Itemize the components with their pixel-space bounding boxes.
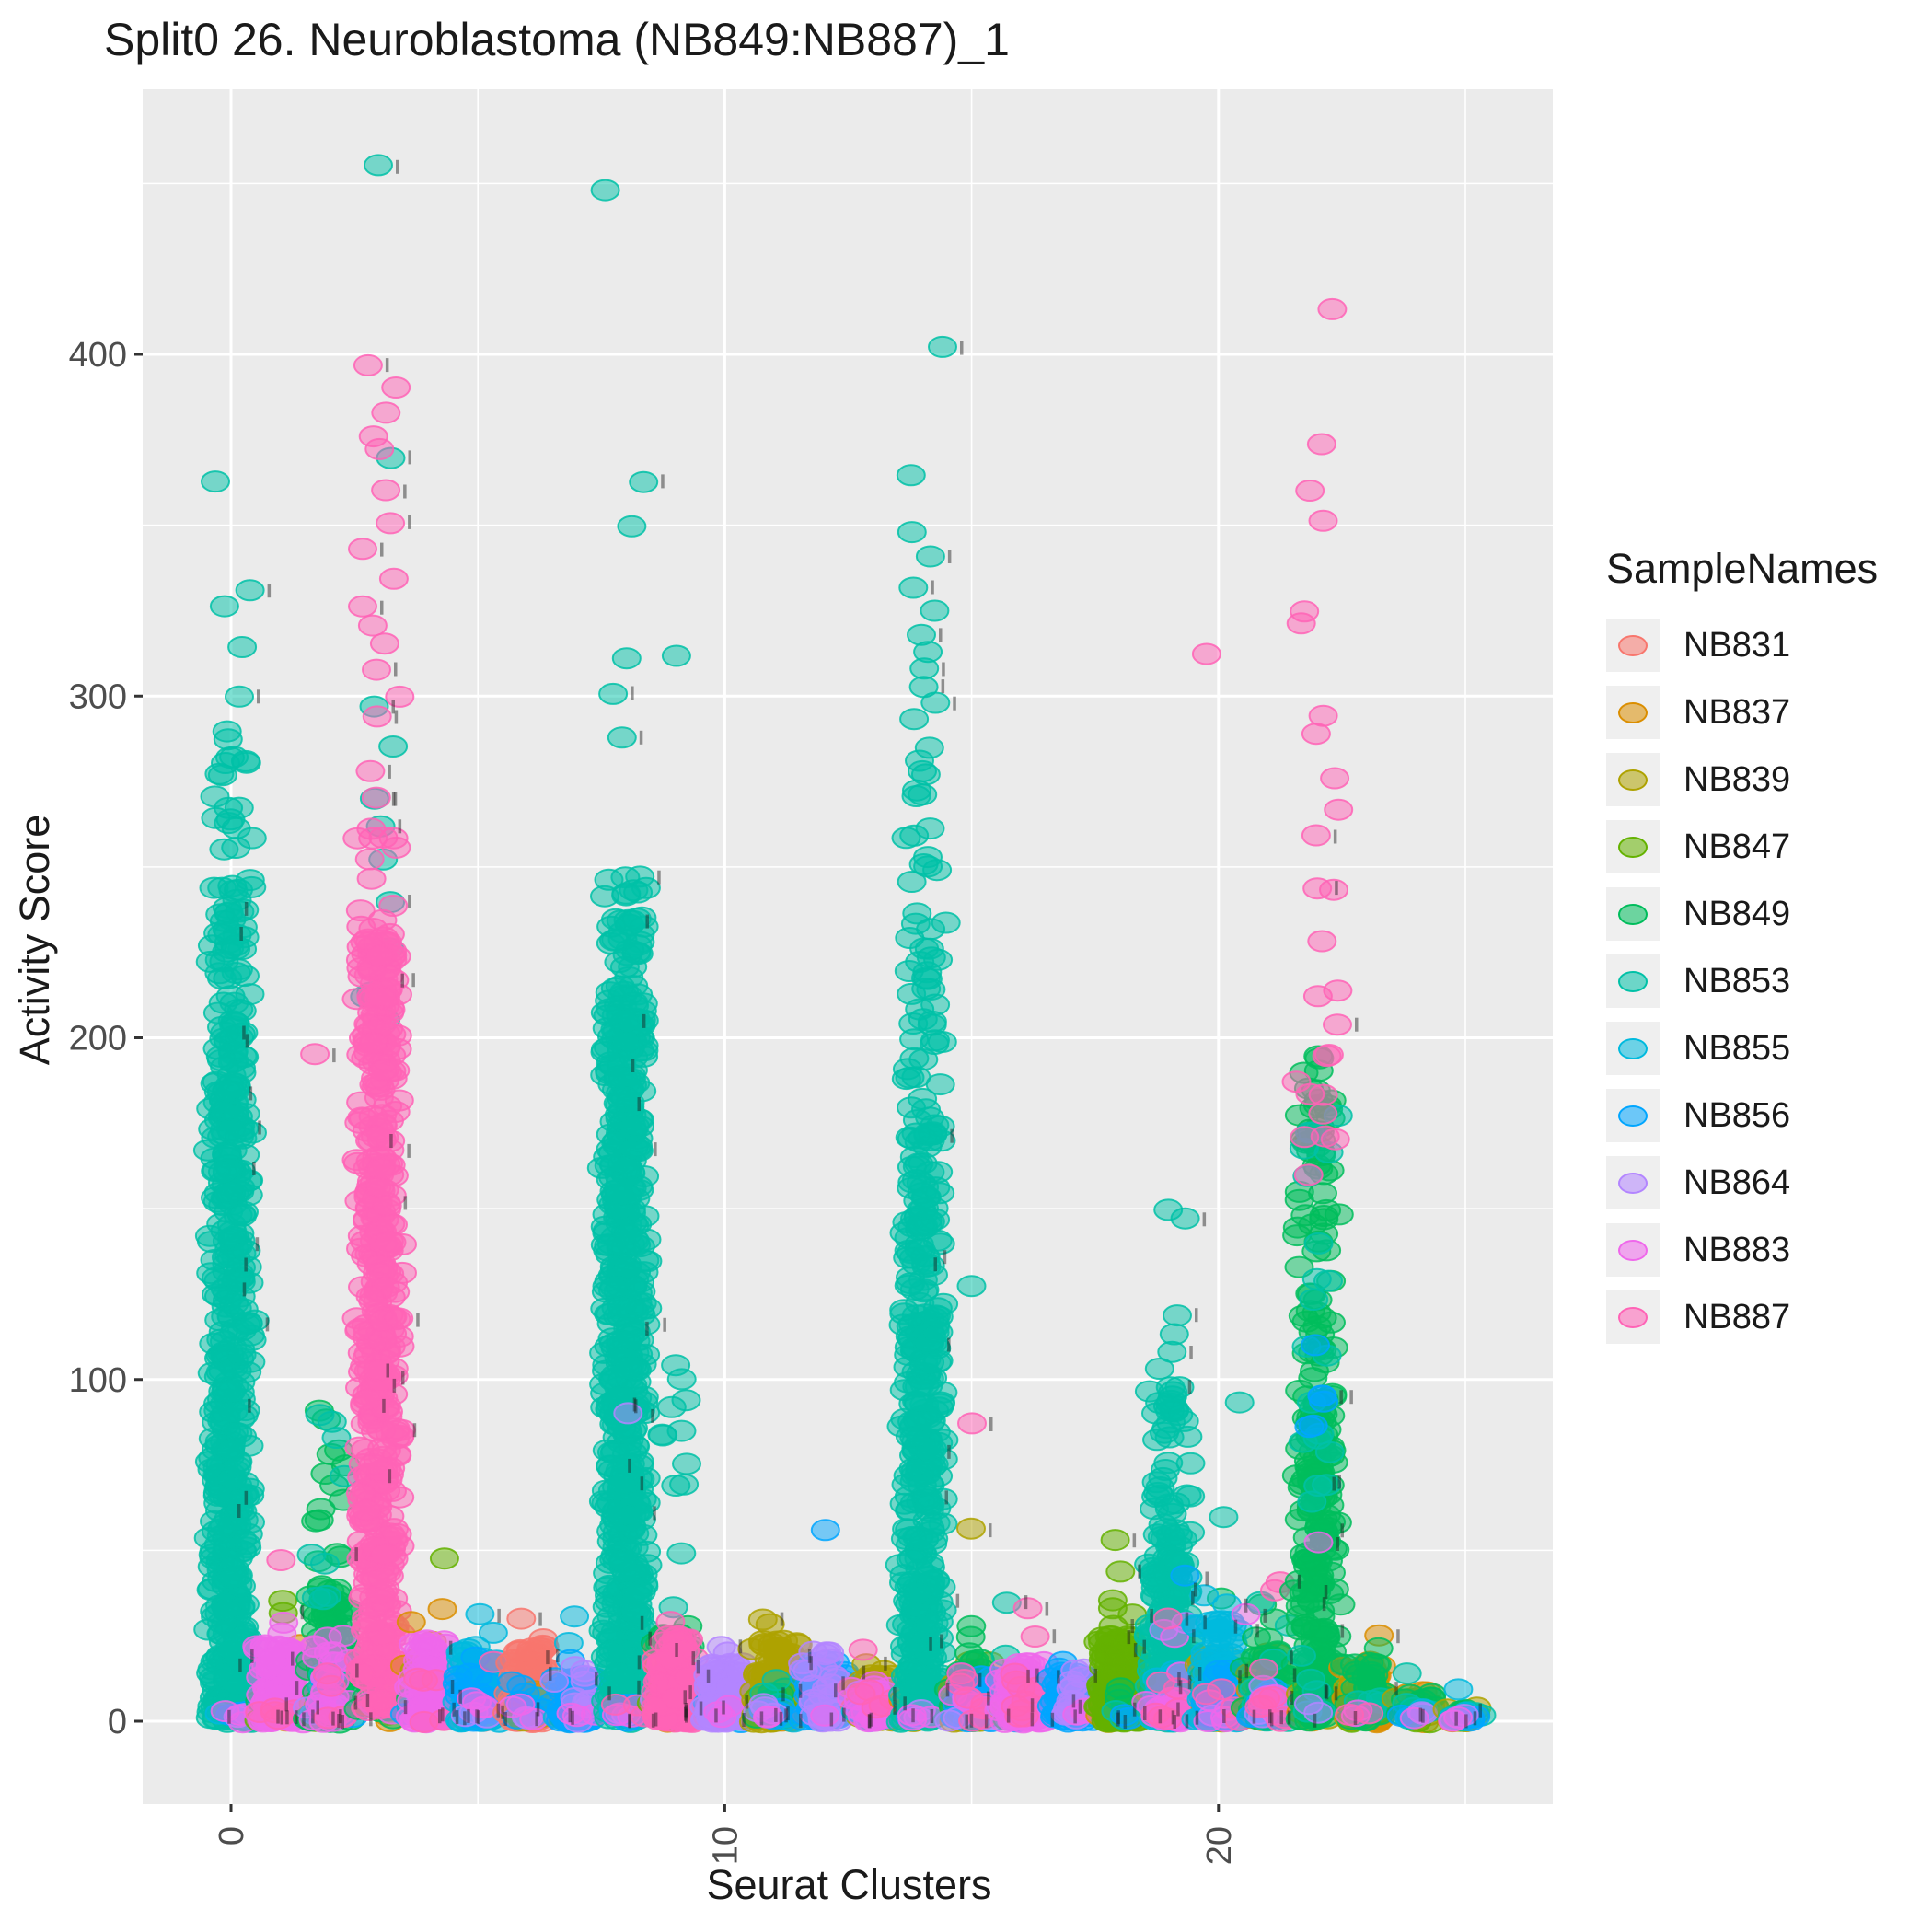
- legend-point-icon: [1618, 769, 1648, 791]
- legend-item-NB831: NB831: [1606, 619, 1878, 672]
- legend-key-swatch: [1606, 954, 1660, 1008]
- legend-point-icon: [1618, 1306, 1648, 1328]
- legend-point-icon: [1618, 1172, 1648, 1194]
- legend-key-swatch: [1606, 1089, 1660, 1142]
- legend-point-icon: [1618, 701, 1648, 723]
- legend-label: NB847: [1683, 827, 1791, 866]
- legend-key-swatch: [1606, 619, 1660, 672]
- legend-key-swatch: [1606, 1022, 1660, 1075]
- legend-key-swatch: [1606, 1156, 1660, 1209]
- legend-point-icon: [1618, 903, 1648, 925]
- legend-point-icon: [1618, 1037, 1648, 1059]
- legend-label: NB883: [1683, 1230, 1791, 1269]
- x-axis-title: Seurat Clusters: [706, 1861, 992, 1908]
- y-tick-label: 100: [69, 1361, 127, 1400]
- legend-point-icon: [1618, 970, 1648, 992]
- legend-label: NB831: [1683, 625, 1791, 665]
- legend-key-swatch: [1606, 1290, 1660, 1344]
- legend-item-NB847: NB847: [1606, 820, 1878, 873]
- legend-item-NB853: NB853: [1606, 954, 1878, 1008]
- x-tick-label: 10: [706, 1826, 745, 1865]
- legend-key-swatch: [1606, 820, 1660, 873]
- legend-item-NB883: NB883: [1606, 1223, 1878, 1277]
- chart-title: Split0 26. Neuroblastoma (NB849:NB887)_1: [104, 14, 1010, 65]
- legend-entries: NB831 NB837 NB839 NB847 NB849 NB853 NB855 NB856…: [1606, 619, 1878, 1344]
- legend-key-swatch: [1606, 1223, 1660, 1277]
- legend-label: NB849: [1683, 894, 1791, 933]
- y-axis-title: Activity Score: [11, 814, 58, 1066]
- legend-item-NB855: NB855: [1606, 1022, 1878, 1075]
- legend-item-NB839: NB839: [1606, 753, 1878, 806]
- legend-label: NB853: [1683, 961, 1791, 1001]
- y-tick-label: 400: [69, 336, 127, 375]
- legend-label: NB887: [1683, 1297, 1791, 1336]
- y-tick-label: 300: [69, 677, 127, 716]
- data-points-layer: [192, 154, 1497, 1734]
- legend: SampleNames NB831 NB837 NB839 NB847 NB849 NB8…: [1606, 545, 1878, 1358]
- legend-item-NB837: NB837: [1606, 686, 1878, 739]
- axis-tick-labels: 0 100 200 300 400 0 10 20: [69, 336, 1239, 1865]
- legend-key-swatch: [1606, 753, 1660, 806]
- axis-tick-marks: [134, 353, 1221, 1812]
- legend-title: SampleNames: [1606, 545, 1879, 592]
- legend-item-NB849: NB849: [1606, 887, 1878, 941]
- legend-label: NB856: [1683, 1095, 1791, 1135]
- legend-label: NB864: [1683, 1163, 1791, 1202]
- legend-point-icon: [1618, 836, 1648, 858]
- legend-item-NB864: NB864: [1606, 1156, 1878, 1209]
- data-point-dashes-layer: [227, 159, 1482, 1729]
- legend-point-icon: [1618, 1105, 1648, 1127]
- legend-item-NB887: NB887: [1606, 1290, 1878, 1344]
- x-tick-label: 0: [213, 1826, 251, 1845]
- legend-key-swatch: [1606, 887, 1660, 941]
- x-tick-label: 20: [1200, 1826, 1239, 1865]
- legend-label: NB837: [1683, 692, 1791, 732]
- legend-item-NB856: NB856: [1606, 1089, 1878, 1142]
- legend-point-icon: [1618, 1239, 1648, 1261]
- legend-key-swatch: [1606, 686, 1660, 739]
- legend-label: NB839: [1683, 759, 1791, 799]
- y-tick-label: 0: [108, 1703, 127, 1741]
- legend-point-icon: [1618, 634, 1648, 656]
- legend-label: NB855: [1683, 1028, 1791, 1068]
- y-tick-label: 200: [69, 1020, 127, 1059]
